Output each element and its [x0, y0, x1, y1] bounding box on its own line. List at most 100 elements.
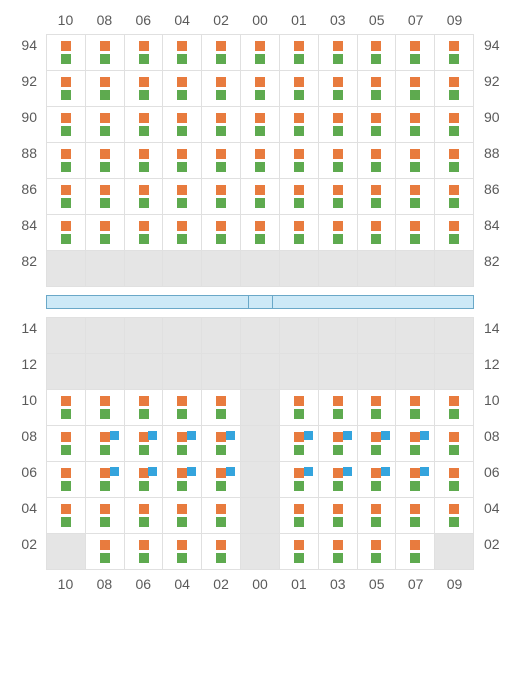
empty-slot[interactable] — [125, 318, 164, 354]
unit-slot[interactable] — [435, 462, 474, 498]
empty-slot[interactable] — [435, 318, 474, 354]
empty-slot[interactable] — [241, 498, 280, 534]
empty-slot[interactable] — [280, 251, 319, 287]
unit-slot[interactable] — [125, 215, 164, 251]
unit-slot[interactable] — [47, 35, 86, 71]
unit-slot[interactable] — [47, 390, 86, 426]
unit-slot[interactable] — [47, 498, 86, 534]
unit-slot[interactable] — [319, 215, 358, 251]
empty-slot[interactable] — [163, 354, 202, 390]
unit-slot[interactable] — [163, 107, 202, 143]
unit-slot[interactable] — [125, 426, 164, 462]
unit-slot[interactable] — [86, 179, 125, 215]
unit-slot[interactable] — [396, 462, 435, 498]
empty-slot[interactable] — [125, 354, 164, 390]
unit-slot[interactable] — [86, 426, 125, 462]
empty-slot[interactable] — [241, 390, 280, 426]
empty-slot[interactable] — [435, 251, 474, 287]
unit-slot[interactable] — [396, 107, 435, 143]
unit-slot[interactable] — [202, 35, 241, 71]
unit-slot[interactable] — [358, 498, 397, 534]
unit-slot[interactable] — [280, 107, 319, 143]
unit-slot[interactable] — [202, 143, 241, 179]
unit-slot[interactable] — [319, 498, 358, 534]
unit-slot[interactable] — [125, 107, 164, 143]
unit-slot[interactable] — [280, 179, 319, 215]
unit-slot[interactable] — [396, 179, 435, 215]
unit-slot[interactable] — [280, 71, 319, 107]
unit-slot[interactable] — [163, 215, 202, 251]
unit-slot[interactable] — [163, 179, 202, 215]
unit-slot[interactable] — [358, 462, 397, 498]
unit-slot[interactable] — [47, 215, 86, 251]
unit-slot[interactable] — [396, 390, 435, 426]
unit-slot[interactable] — [435, 390, 474, 426]
unit-slot[interactable] — [241, 143, 280, 179]
empty-slot[interactable] — [202, 251, 241, 287]
unit-slot[interactable] — [435, 215, 474, 251]
unit-slot[interactable] — [280, 534, 319, 570]
unit-slot[interactable] — [280, 462, 319, 498]
unit-slot[interactable] — [319, 107, 358, 143]
empty-slot[interactable] — [280, 354, 319, 390]
unit-slot[interactable] — [125, 534, 164, 570]
empty-slot[interactable] — [319, 318, 358, 354]
empty-slot[interactable] — [241, 354, 280, 390]
unit-slot[interactable] — [396, 215, 435, 251]
unit-slot[interactable] — [358, 143, 397, 179]
unit-slot[interactable] — [241, 107, 280, 143]
unit-slot[interactable] — [202, 71, 241, 107]
unit-slot[interactable] — [435, 35, 474, 71]
unit-slot[interactable] — [358, 426, 397, 462]
unit-slot[interactable] — [358, 179, 397, 215]
unit-slot[interactable] — [86, 107, 125, 143]
unit-slot[interactable] — [435, 179, 474, 215]
unit-slot[interactable] — [47, 462, 86, 498]
unit-slot[interactable] — [358, 534, 397, 570]
unit-slot[interactable] — [47, 71, 86, 107]
empty-slot[interactable] — [163, 318, 202, 354]
unit-slot[interactable] — [47, 426, 86, 462]
unit-slot[interactable] — [163, 390, 202, 426]
unit-slot[interactable] — [86, 143, 125, 179]
unit-slot[interactable] — [319, 143, 358, 179]
unit-slot[interactable] — [163, 143, 202, 179]
unit-slot[interactable] — [163, 462, 202, 498]
unit-slot[interactable] — [125, 35, 164, 71]
empty-slot[interactable] — [319, 354, 358, 390]
unit-slot[interactable] — [125, 498, 164, 534]
empty-slot[interactable] — [202, 354, 241, 390]
unit-slot[interactable] — [396, 143, 435, 179]
empty-slot[interactable] — [163, 251, 202, 287]
empty-slot[interactable] — [396, 354, 435, 390]
unit-slot[interactable] — [358, 71, 397, 107]
empty-slot[interactable] — [358, 251, 397, 287]
unit-slot[interactable] — [319, 462, 358, 498]
unit-slot[interactable] — [163, 35, 202, 71]
unit-slot[interactable] — [202, 179, 241, 215]
empty-slot[interactable] — [202, 318, 241, 354]
empty-slot[interactable] — [241, 534, 280, 570]
unit-slot[interactable] — [163, 426, 202, 462]
unit-slot[interactable] — [241, 71, 280, 107]
unit-slot[interactable] — [319, 35, 358, 71]
empty-slot[interactable] — [358, 354, 397, 390]
empty-slot[interactable] — [241, 251, 280, 287]
unit-slot[interactable] — [358, 390, 397, 426]
empty-slot[interactable] — [241, 318, 280, 354]
unit-slot[interactable] — [435, 71, 474, 107]
unit-slot[interactable] — [241, 179, 280, 215]
unit-slot[interactable] — [319, 426, 358, 462]
unit-slot[interactable] — [202, 462, 241, 498]
unit-slot[interactable] — [280, 35, 319, 71]
unit-slot[interactable] — [241, 35, 280, 71]
unit-slot[interactable] — [435, 498, 474, 534]
unit-slot[interactable] — [396, 71, 435, 107]
unit-slot[interactable] — [280, 390, 319, 426]
unit-slot[interactable] — [396, 534, 435, 570]
empty-slot[interactable] — [47, 534, 86, 570]
unit-slot[interactable] — [435, 143, 474, 179]
unit-slot[interactable] — [47, 179, 86, 215]
empty-slot[interactable] — [47, 354, 86, 390]
unit-slot[interactable] — [86, 462, 125, 498]
